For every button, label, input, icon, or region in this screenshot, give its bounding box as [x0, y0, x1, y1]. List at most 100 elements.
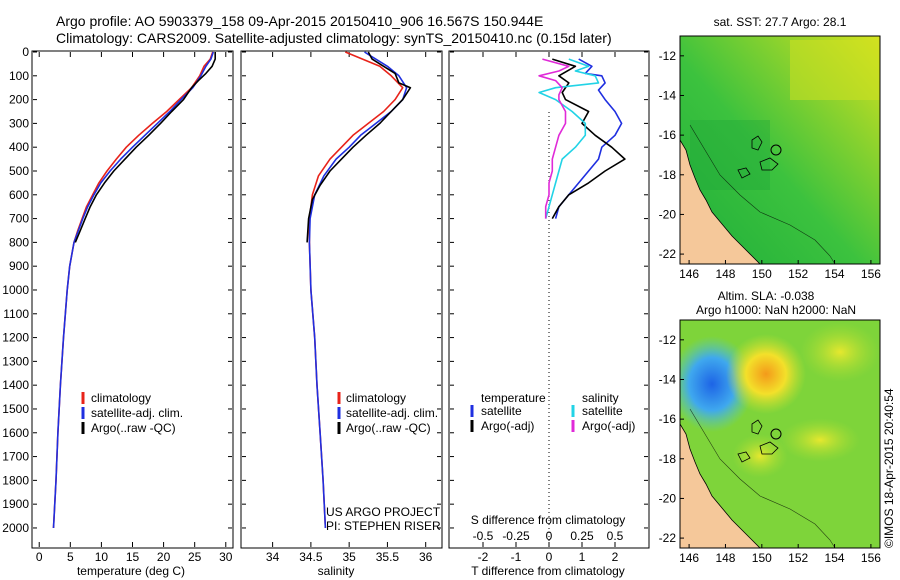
- sst-warm-patch: [790, 40, 880, 100]
- header-line-1: Argo profile: AO 5903379_158 09-Apr-2015…: [56, 13, 543, 29]
- map-x-tick-label: 150: [752, 551, 772, 565]
- y-tick-label: 1700: [2, 450, 29, 464]
- sst-cool-patch: [690, 120, 770, 190]
- y-tick-label: 800: [9, 235, 29, 249]
- difference-legend: temperature satellite Argo(-adj) salinit…: [470, 391, 635, 433]
- sla-high-eddy: [726, 334, 806, 414]
- series-line-satellite-adj-clim: [52, 51, 215, 529]
- legend-climatology-label: climatology: [91, 391, 151, 405]
- y-tick-label: 1400: [2, 378, 29, 392]
- y-tick-label: 700: [9, 212, 29, 226]
- y-tick-label: 1600: [2, 426, 29, 440]
- top-x-tick-label: -0.25: [502, 529, 530, 543]
- salinity-panel-frame: [240, 50, 443, 549]
- map-x-tick-label: 156: [861, 551, 881, 565]
- sla-reef-3: [737, 451, 751, 463]
- y-tick-label: 600: [9, 188, 29, 202]
- temperature-legend: climatology satellite-adj. clim. Argo(..…: [81, 391, 183, 435]
- map-x-tick-label: 146: [679, 267, 699, 281]
- x-tick-label: 5: [67, 550, 74, 564]
- legend-climatology-label: climatology: [346, 391, 406, 405]
- legend-salinity-title: salinity: [582, 391, 619, 405]
- map-y-tick-label: -12: [659, 333, 677, 347]
- map-y-tick-label: -16: [659, 128, 677, 142]
- sst-map-frame: [679, 35, 881, 265]
- y-tick-label: 300: [9, 116, 29, 130]
- sla-reef-1: [751, 419, 763, 435]
- x-tick-label: 25: [188, 550, 202, 564]
- map-y-tick-label: -22: [659, 247, 677, 261]
- x-tick-label: -1: [511, 550, 522, 564]
- temperature-profile-chart: 0 5 10 15 20 25 300100200300400500600700800900…: [2, 45, 232, 564]
- legend-argo-label: Argo(..raw -QC): [91, 421, 176, 435]
- sla-reef-2: [759, 441, 779, 455]
- map-x-tick-label: 154: [825, 551, 845, 565]
- sst-argo-marker: [770, 144, 782, 156]
- sla-high-patch-3: [780, 418, 860, 462]
- series-line-satellite-adj-clim: [308, 51, 408, 529]
- y-tick-label: 900: [9, 259, 29, 273]
- map-y-tick-label: -20: [659, 491, 677, 505]
- map-x-tick-label: 148: [715, 267, 735, 281]
- x-tick-label: 10: [95, 550, 109, 564]
- y-tick-label: 100: [9, 69, 29, 83]
- map-x-tick-label: 154: [825, 267, 845, 281]
- map-y-tick-label: -18: [659, 452, 677, 466]
- sla-argo-marker: [770, 428, 782, 440]
- x-tick-label: 30: [219, 550, 233, 564]
- sst-reef-1: [751, 135, 763, 151]
- map-x-tick-label: 150: [752, 267, 772, 281]
- legend-satellite-label: satellite-adj. clim.: [91, 406, 183, 420]
- x-tick-label: 1: [579, 550, 586, 564]
- map-y-tick-label: -12: [659, 49, 677, 63]
- header-line-2: Climatology: CARS2009. Satellite-adjuste…: [56, 30, 612, 46]
- map-x-tick-label: 152: [788, 551, 808, 565]
- x-tick-label: 36: [419, 550, 433, 564]
- map-y-tick-label: -14: [659, 372, 677, 386]
- sst-map: [680, 36, 880, 264]
- y-tick-label: 0: [22, 45, 29, 59]
- y-tick-label: 200: [9, 93, 29, 107]
- sla-map: [680, 320, 880, 548]
- x-tick-label: 15: [126, 550, 140, 564]
- y-tick-label: 2000: [2, 521, 29, 535]
- map-y-tick-label: -18: [659, 168, 677, 182]
- map-x-tick-label: 156: [861, 267, 881, 281]
- top-x-tick-label: -0.5: [473, 529, 494, 543]
- project-annotation: US ARGO PROJECT: [326, 505, 441, 519]
- sst-shelf-contour: [689, 124, 836, 264]
- series-line-argo-raw-qc: [306, 51, 412, 243]
- x-tick-label: 35.5: [376, 550, 400, 564]
- y-tick-label: 400: [9, 140, 29, 154]
- x-tick-label: 0: [546, 550, 553, 564]
- pi-annotation: PI: STEPHEN RISER: [326, 519, 441, 533]
- difference-top-axis-label: S difference from climatology: [471, 513, 626, 527]
- y-tick-label: 1300: [2, 354, 29, 368]
- legend-sal-satellite-label: satellite: [582, 404, 623, 418]
- map-y-tick-label: -22: [659, 531, 677, 545]
- map-x-tick-label: 148: [715, 551, 735, 565]
- x-tick-label: 34: [266, 550, 280, 564]
- top-x-tick-label: 0: [546, 529, 553, 543]
- y-tick-label: 1200: [2, 331, 29, 345]
- sst-reef-2: [759, 157, 779, 171]
- map-y-tick-label: -20: [659, 207, 677, 221]
- difference-profile-chart: -2 -1 0 1 2 -0.5 -0.25 0 0.25 0.5: [450, 51, 648, 564]
- difference-xlabel: T difference from climatology: [471, 564, 625, 578]
- legend-temp-satellite-label: satellite: [481, 404, 522, 418]
- x-tick-label: 20: [157, 550, 171, 564]
- y-tick-label: 1900: [2, 497, 29, 511]
- top-x-tick-label: 0.5: [607, 529, 624, 543]
- series-line-climatology: [52, 51, 214, 529]
- sla-land: [680, 423, 761, 548]
- top-x-tick-label: 0.25: [570, 529, 594, 543]
- y-tick-label: 1000: [2, 283, 29, 297]
- x-tick-label: 0: [36, 550, 43, 564]
- difference-panel-frame: [448, 50, 650, 549]
- sla-high-patch: [800, 322, 880, 382]
- x-tick-label: -2: [478, 550, 489, 564]
- x-tick-label: 35: [342, 550, 356, 564]
- legend-satellite-label: satellite-adj. clim.: [346, 406, 438, 420]
- sla-map-title: Altim. SLA: -0.038: [718, 289, 815, 303]
